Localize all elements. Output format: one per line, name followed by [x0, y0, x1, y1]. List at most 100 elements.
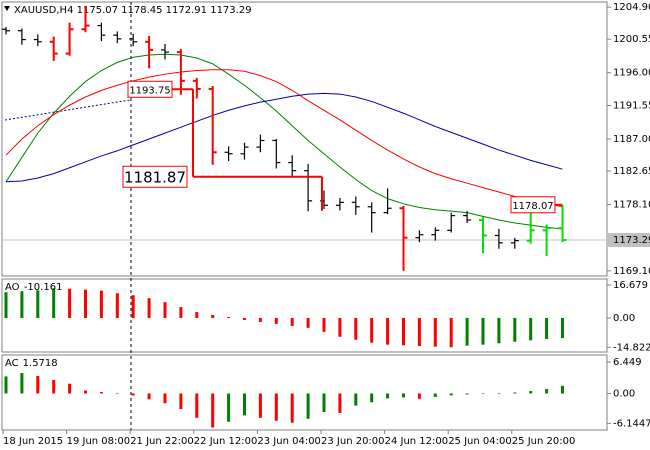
histogram-bar	[529, 391, 533, 394]
last-price-box	[608, 232, 650, 247]
histogram-bar	[195, 312, 199, 318]
y-tick-label: 1178.10	[613, 200, 650, 211]
histogram-bar	[227, 393, 231, 422]
indicator-value: 1.5718	[23, 358, 58, 369]
histogram-bar	[370, 393, 374, 403]
histogram-bar	[36, 375, 40, 394]
indicator-label: AC 1.5718	[5, 358, 58, 369]
x-tick-label: 25 Jun 20:00	[512, 436, 576, 447]
histogram-bar	[68, 383, 72, 394]
histogram-bar	[449, 317, 453, 348]
histogram-bar	[561, 317, 564, 339]
histogram-bar	[465, 393, 469, 395]
histogram-bar	[386, 393, 390, 399]
histogram-bar	[147, 393, 151, 400]
indicator-label: AO -10.161	[5, 282, 62, 293]
level-box	[127, 80, 173, 98]
histogram-bar	[338, 393, 342, 413]
histogram-bar	[433, 393, 437, 397]
histogram-bar	[227, 316, 231, 318]
histogram-bar	[243, 317, 246, 320]
histogram-bar	[4, 292, 8, 318]
histogram-bar	[243, 393, 246, 416]
histogram-bar	[322, 393, 326, 412]
ao-panel	[1, 278, 608, 353]
histogram-bar	[290, 317, 294, 326]
histogram-bar	[529, 317, 533, 341]
level-box	[122, 165, 188, 188]
moving-average	[5, 53, 563, 230]
histogram-bar	[338, 317, 342, 337]
histogram-bar	[4, 376, 8, 394]
indicator-value: -10.161	[24, 282, 63, 293]
histogram-bar	[322, 317, 326, 332]
ac-panel	[1, 354, 608, 431]
y-tick-label: -14.822	[613, 342, 650, 353]
histogram-bar	[274, 317, 278, 324]
histogram-bar	[417, 393, 421, 399]
histogram-bar	[561, 385, 564, 394]
x-tick-label: 21 Jun 22:00	[130, 436, 194, 447]
histogram-bar	[115, 293, 119, 318]
level-label: 1178.07	[512, 201, 553, 212]
histogram-bar	[179, 307, 183, 318]
histogram-bar	[497, 317, 501, 344]
trend-line	[4, 99, 131, 121]
x-tick-label: 19 Jun 08:00	[67, 436, 131, 447]
histogram-bar	[465, 317, 469, 346]
menu-arrow[interactable]	[4, 6, 10, 11]
histogram-bar	[449, 393, 453, 396]
histogram-bar	[20, 373, 24, 394]
y-tick-label: 6.449	[613, 357, 642, 368]
histogram-bar	[84, 289, 87, 318]
moving-average	[5, 92, 563, 183]
indicator-name: AO	[5, 282, 20, 293]
histogram-bar	[163, 393, 167, 404]
x-tick-label: 23 Jun 20:00	[321, 436, 385, 447]
histogram-bar	[179, 393, 183, 410]
chart-title: XAUUSD,H4 1175.07 1178.45 1172.91 1173.2…	[14, 5, 252, 16]
x-tick-label: 23 Jun 04:00	[257, 436, 321, 447]
histogram-bar	[402, 393, 405, 398]
y-tick-label: 16.679	[613, 280, 648, 291]
histogram-bar	[52, 379, 56, 394]
y-tick-label: 1182.65	[613, 166, 650, 177]
histogram-bar	[163, 302, 167, 318]
histogram-bar	[131, 393, 135, 396]
main-panel	[1, 1, 608, 277]
histogram-bar	[354, 317, 358, 340]
histogram-bar	[402, 317, 405, 346]
histogram-bar	[195, 393, 199, 418]
histogram-bar	[131, 295, 135, 318]
x-tick-label: 24 Jun 12:00	[385, 436, 449, 447]
histogram-bar	[211, 315, 215, 318]
histogram-bar	[513, 392, 517, 394]
histogram-bar	[306, 393, 310, 419]
indicator-name: AC	[5, 358, 19, 369]
histogram-bar	[481, 317, 485, 345]
histogram-bar	[36, 290, 40, 318]
histogram-bar	[354, 393, 358, 406]
histogram-bar	[433, 317, 437, 347]
last-price-label: 1173.29	[613, 235, 650, 246]
histogram-bar	[258, 317, 262, 322]
histogram-bar	[545, 317, 549, 339]
histogram-bar	[513, 317, 517, 342]
histogram-bar	[211, 393, 215, 428]
histogram-bar	[306, 317, 310, 328]
y-tick-label: 1191.55	[613, 100, 650, 111]
y-tick-label: 1204.90	[613, 2, 650, 13]
histogram-bar	[52, 288, 56, 318]
histogram-bar	[370, 317, 374, 343]
x-tick-label: 22 Jun 12:00	[194, 436, 258, 447]
histogram-bar	[545, 389, 549, 394]
level-box	[510, 196, 556, 214]
y-tick-label: 0.00	[613, 388, 635, 399]
moving-average	[5, 69, 563, 208]
histogram-bar	[99, 392, 103, 394]
histogram-bar	[147, 298, 151, 318]
histogram-bar	[274, 393, 278, 421]
histogram-bar	[99, 290, 103, 318]
y-tick-label: 1196.00	[613, 68, 650, 79]
